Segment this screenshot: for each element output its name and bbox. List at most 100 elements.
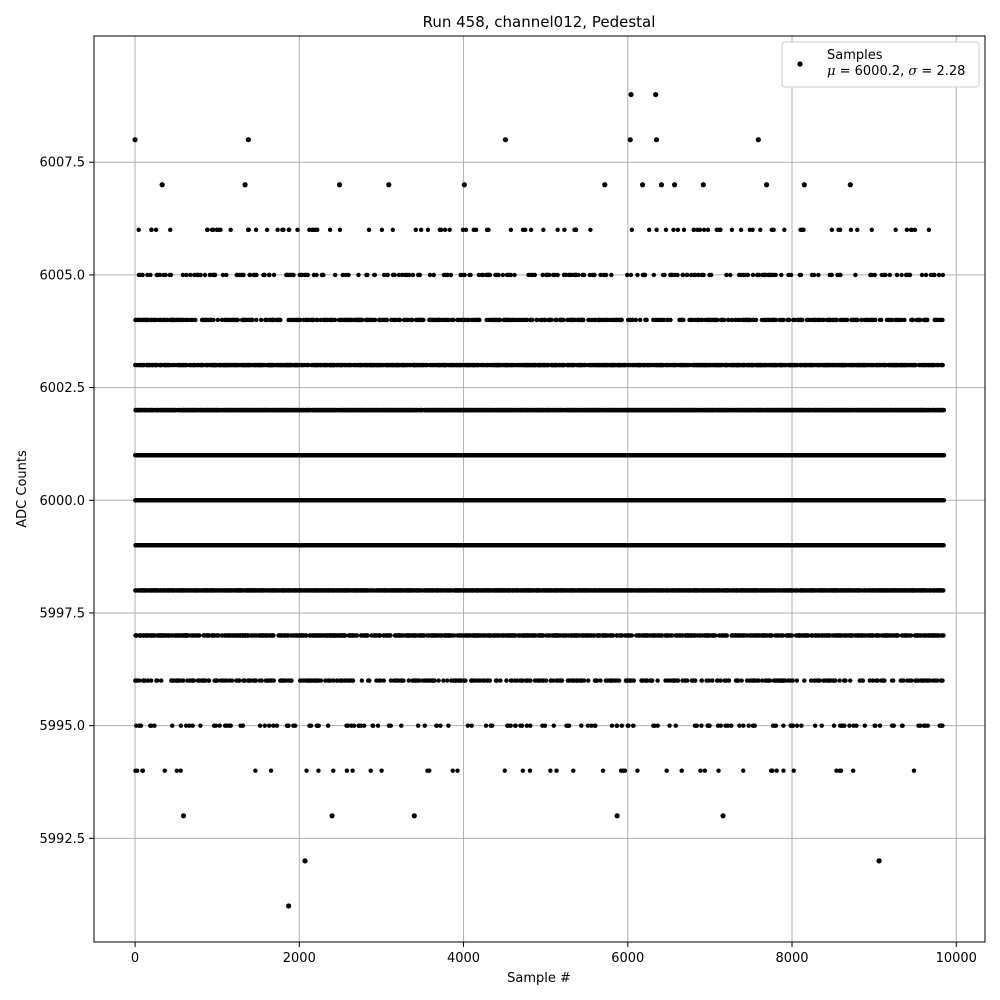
data-point	[316, 723, 321, 728]
data-point	[609, 723, 615, 728]
data-point	[873, 723, 878, 728]
data-point	[631, 678, 636, 683]
data-point	[268, 768, 274, 773]
data-point	[585, 723, 591, 728]
data-point	[571, 768, 576, 773]
data-point	[875, 678, 881, 683]
data-point	[616, 678, 622, 683]
data-point	[909, 678, 914, 683]
data-points	[132, 91, 947, 909]
data-point	[152, 723, 157, 728]
data-point	[867, 678, 873, 683]
data-point	[206, 678, 212, 683]
data-point	[540, 633, 546, 638]
data-point	[593, 723, 598, 728]
data-point	[782, 678, 788, 683]
data-point	[790, 723, 796, 728]
data-point	[551, 723, 556, 728]
data-point	[655, 723, 660, 728]
data-point	[551, 678, 556, 683]
data-point	[519, 723, 525, 728]
data-point	[528, 723, 533, 728]
data-point	[706, 678, 712, 683]
data-point	[781, 723, 786, 728]
data-point	[918, 723, 923, 728]
data-point	[882, 678, 887, 683]
data-point	[780, 633, 785, 638]
data-point	[455, 768, 460, 773]
data-point	[379, 768, 384, 773]
data-point	[710, 678, 715, 683]
data-point	[331, 678, 336, 683]
data-point	[877, 723, 883, 728]
data-point	[581, 678, 587, 683]
data-point	[354, 633, 360, 638]
data-point	[806, 633, 811, 638]
data-point	[559, 678, 565, 683]
data-point	[767, 678, 773, 683]
data-point	[427, 768, 432, 773]
data-point	[375, 723, 381, 728]
data-point	[469, 723, 474, 728]
data-point	[819, 723, 824, 728]
data-point	[452, 633, 457, 638]
data-point	[520, 768, 526, 773]
data-point	[362, 723, 367, 728]
data-point	[316, 768, 321, 773]
data-point	[667, 723, 672, 728]
data-point	[304, 633, 309, 638]
data-point	[673, 723, 678, 728]
data-point	[741, 723, 746, 728]
data-point	[941, 543, 946, 548]
data-point	[664, 768, 669, 773]
data-point	[718, 678, 723, 683]
data-point	[257, 723, 263, 728]
data-point	[652, 723, 657, 728]
data-point	[862, 723, 868, 728]
data-point	[842, 723, 847, 728]
data-point	[178, 723, 184, 728]
data-point	[790, 678, 795, 683]
data-point	[566, 723, 572, 728]
data-point	[940, 678, 945, 683]
data-point	[891, 678, 896, 683]
data-point	[388, 723, 394, 728]
data-point	[527, 768, 533, 773]
data-point	[487, 678, 493, 683]
data-point	[240, 723, 246, 728]
data-point	[271, 633, 276, 638]
data-point	[520, 678, 525, 683]
data-point	[237, 678, 242, 683]
data-point	[812, 723, 818, 728]
data-point	[729, 723, 734, 728]
data-point	[344, 768, 350, 773]
data-point	[213, 723, 218, 728]
data-point	[504, 678, 509, 683]
data-point	[318, 678, 324, 683]
data-point	[422, 723, 428, 728]
data-point	[406, 678, 412, 683]
data-point	[860, 678, 866, 683]
data-point	[494, 678, 500, 683]
data-point	[253, 768, 258, 773]
data-point	[941, 588, 946, 593]
data-point	[191, 678, 196, 683]
data-point	[436, 678, 441, 683]
data-point	[908, 633, 914, 638]
data-point	[791, 768, 796, 773]
data-point	[848, 678, 853, 683]
data-point	[716, 768, 721, 773]
data-point	[483, 723, 489, 728]
data-point	[699, 723, 704, 728]
data-point	[655, 678, 660, 683]
data-point	[635, 768, 640, 773]
data-point	[726, 678, 732, 683]
data-point	[224, 678, 229, 683]
data-point	[242, 678, 247, 683]
data-point	[702, 768, 708, 773]
data-point	[794, 678, 800, 683]
data-point	[377, 633, 383, 638]
data-point	[217, 723, 222, 728]
data-point	[274, 723, 280, 728]
